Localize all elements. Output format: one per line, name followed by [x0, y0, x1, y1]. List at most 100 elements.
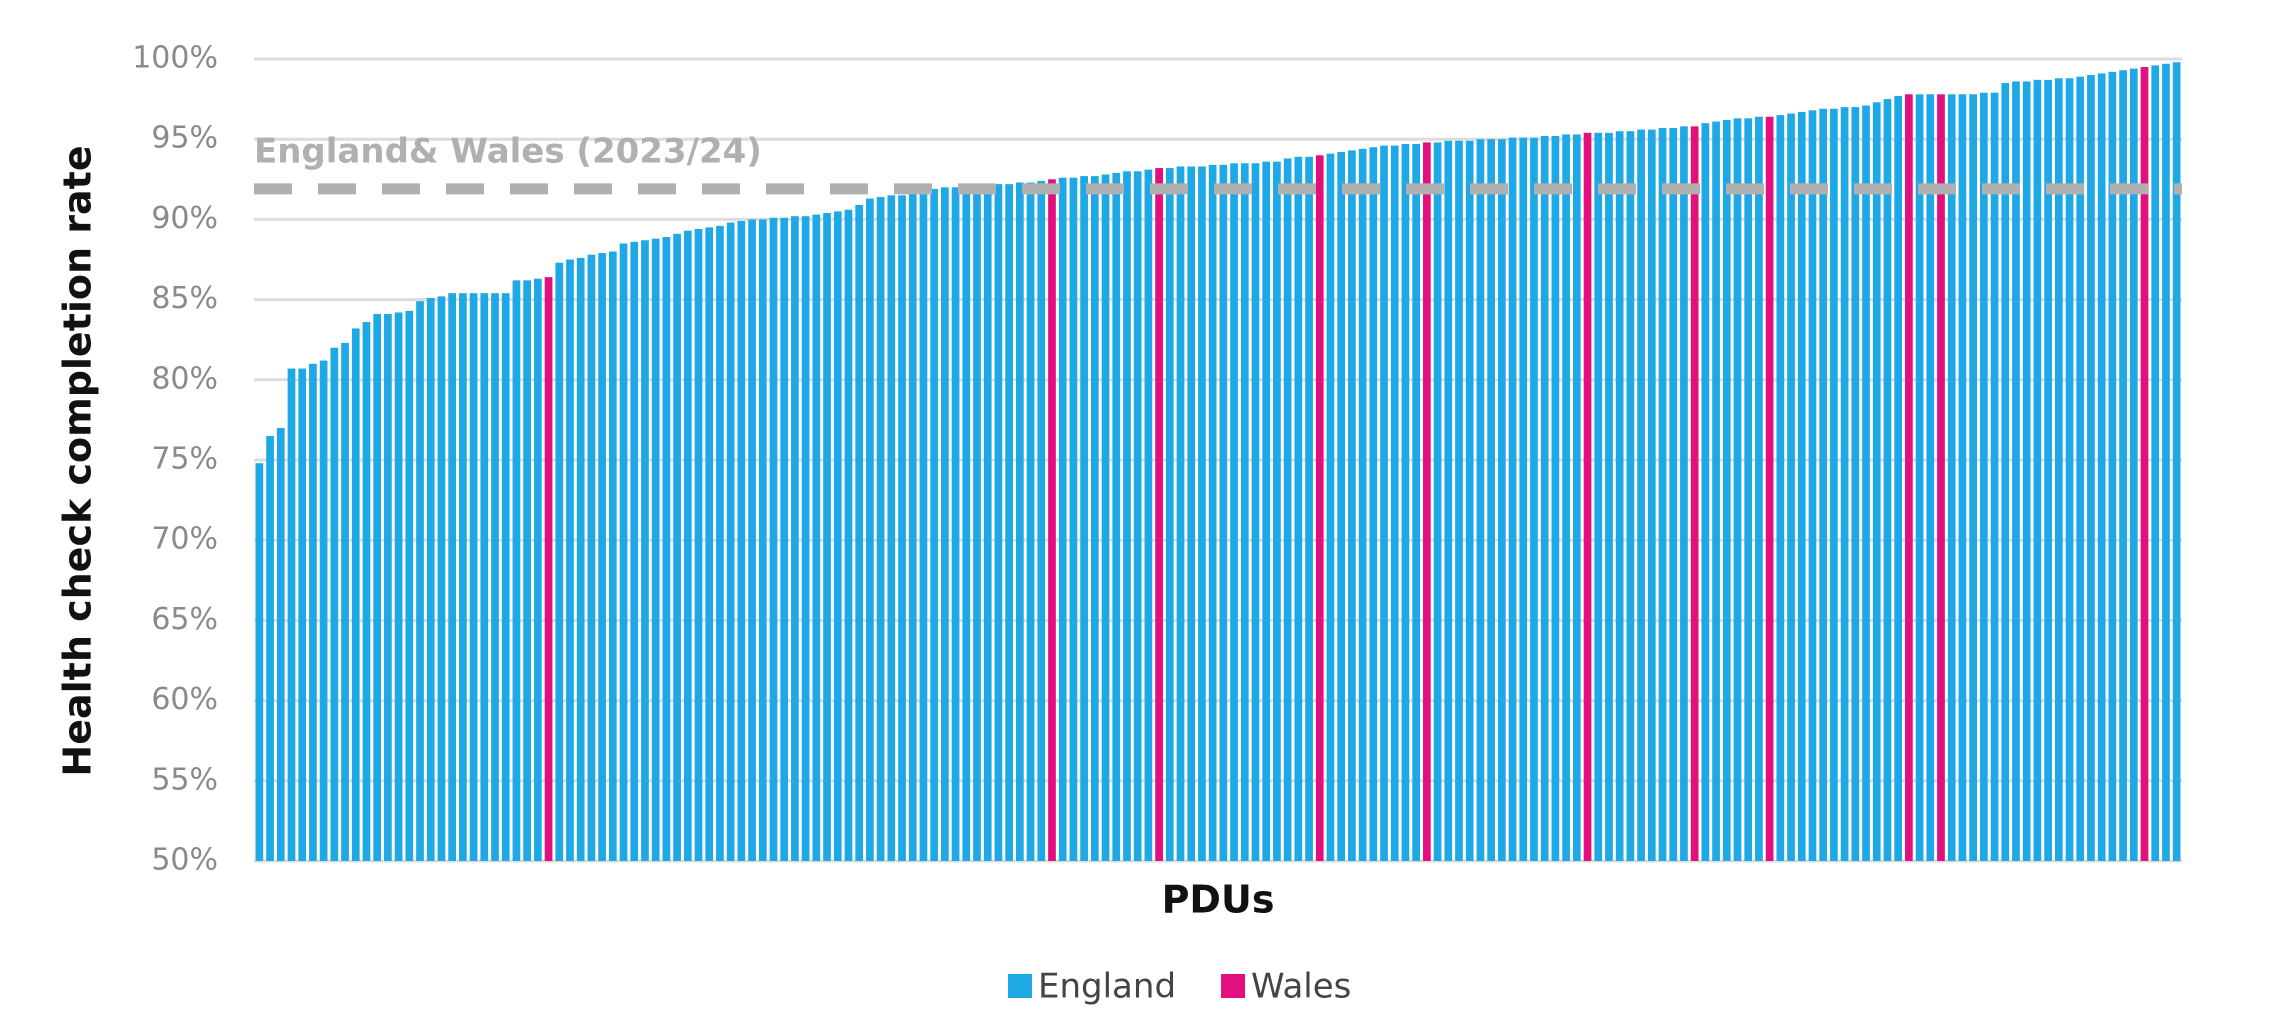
bar [2076, 76, 2085, 862]
bar [266, 435, 274, 861]
bar [1647, 129, 1656, 862]
bar [1465, 140, 1474, 861]
bar [1433, 142, 1442, 861]
bar [1176, 166, 1185, 861]
bar [1240, 163, 1249, 861]
bar [919, 190, 928, 861]
bar [1112, 172, 1121, 861]
bar [2119, 70, 2127, 861]
bar [405, 310, 414, 861]
bar [1787, 113, 1795, 861]
bar [1669, 127, 1678, 862]
bar [1380, 145, 1388, 862]
bar [1230, 163, 1238, 861]
bar [962, 185, 971, 861]
bar [255, 463, 264, 861]
bar [1744, 118, 1753, 861]
bar [576, 257, 585, 861]
bar [1562, 134, 1570, 861]
y-tick-label: 55% [151, 762, 218, 797]
bar [1369, 147, 1378, 862]
bar [501, 293, 510, 862]
y-tick-label: 100% [132, 41, 218, 76]
bar [1273, 161, 1281, 861]
legend-label: Wales [1251, 967, 1351, 1007]
bar [2108, 71, 2117, 861]
bar [1583, 132, 1592, 861]
bar [587, 254, 596, 862]
bar [1990, 92, 1999, 861]
bar [1637, 129, 1645, 862]
bar [1776, 115, 1785, 861]
bar [1455, 140, 1463, 861]
bar [1283, 158, 1292, 861]
bar [319, 360, 328, 861]
y-tick-label: 75% [151, 442, 218, 477]
labels: 50% 55% 60% 65% 70% 75% 80% 85% 90% 95% 100% Englan… [132, 41, 1351, 1007]
bar [1058, 177, 1067, 862]
bar [523, 280, 531, 861]
x-axis-label: PDUs [1162, 878, 1275, 922]
grid [254, 57, 2182, 863]
y-tick-label: 65% [151, 602, 218, 637]
bar [683, 230, 692, 862]
bar [2012, 81, 2020, 862]
bar [298, 368, 307, 861]
bar [1165, 168, 1174, 861]
bar [598, 253, 606, 862]
bar [1198, 166, 1206, 861]
bar [1519, 137, 1528, 861]
bar [1305, 156, 1313, 861]
bar [1615, 131, 1624, 861]
bar [276, 427, 285, 861]
bar [309, 363, 317, 861]
bar [1187, 166, 1196, 861]
bar [1144, 169, 1153, 861]
bar [2054, 78, 2063, 862]
reference-label: England& Wales (2023/24) [254, 131, 762, 171]
bar [737, 221, 746, 861]
bar [351, 328, 360, 861]
bar [480, 293, 489, 862]
bar [1937, 94, 1945, 861]
bar [801, 216, 810, 861]
bar [608, 251, 617, 862]
bar [1722, 119, 1731, 861]
bar [1401, 144, 1410, 862]
y-tick-label: 85% [151, 281, 218, 316]
bar [1497, 139, 1506, 861]
bar [1551, 135, 1560, 861]
bar [1251, 163, 1260, 861]
bar [1819, 108, 1828, 861]
bar [2044, 79, 2052, 862]
bars [255, 62, 2181, 862]
bar [1712, 121, 1720, 861]
bar [1690, 126, 1699, 862]
bar [437, 296, 446, 862]
bar [1958, 94, 1967, 861]
bar [619, 243, 628, 861]
bar [1262, 161, 1271, 861]
bar [2065, 78, 2074, 862]
bar [2140, 67, 2149, 861]
bar [748, 219, 756, 861]
bar [566, 259, 574, 861]
bar [384, 314, 392, 861]
y-tick-label: 90% [151, 201, 218, 236]
bar [1208, 164, 1217, 861]
y-tick-label: 70% [151, 522, 218, 557]
legend-swatch [1008, 974, 1032, 998]
bar [908, 193, 917, 862]
bar [769, 217, 778, 861]
bar [1508, 137, 1517, 861]
bar [1883, 99, 1892, 862]
bar [341, 342, 349, 862]
bar [362, 322, 371, 861]
bar [1326, 153, 1335, 862]
bar [694, 229, 703, 862]
bar [1572, 134, 1581, 861]
y-tick-label: 60% [151, 682, 218, 717]
bar [491, 293, 499, 862]
bar [1080, 176, 1088, 862]
